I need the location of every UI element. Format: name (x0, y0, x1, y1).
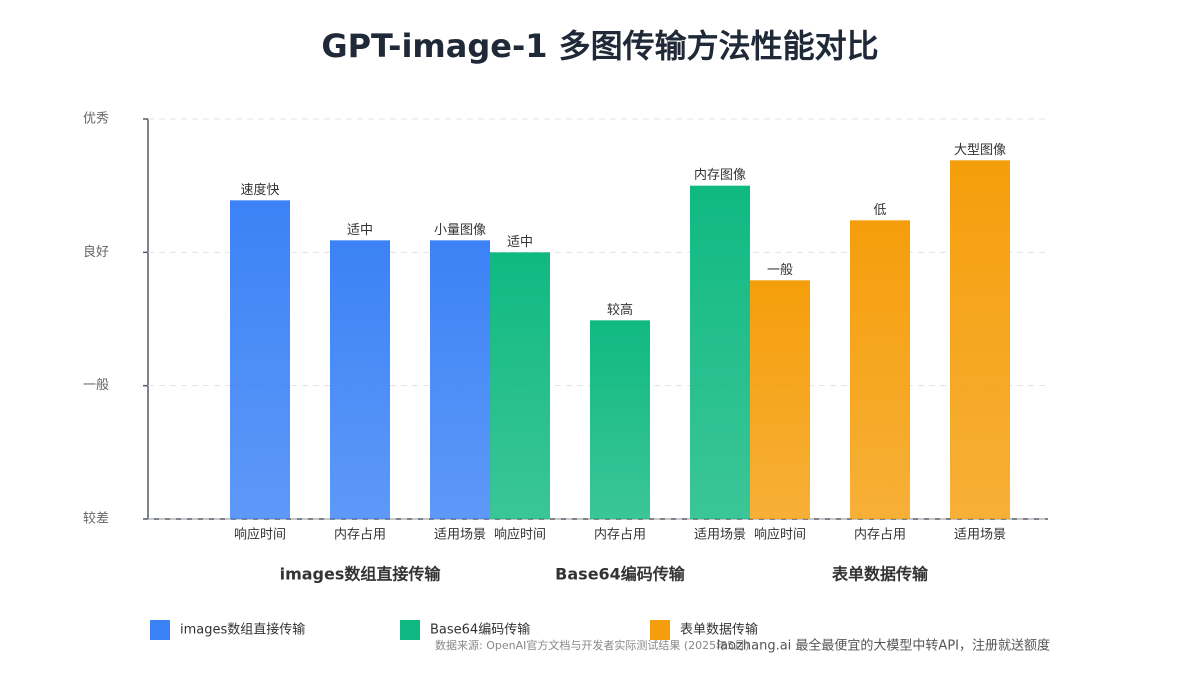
value-label: 大型图像 (954, 143, 1006, 158)
bar (950, 160, 1010, 520)
value-label: 内存图像 (694, 167, 746, 183)
x-tick-label: 响应时间 (494, 527, 546, 543)
x-tick-label: 内存占用 (854, 527, 906, 543)
watermark: laozhang.ai 最全最便宜的大模型中转API，注册就送额度 (717, 638, 1050, 654)
y-tick-label: 优秀 (83, 112, 109, 127)
value-label: 小量图像 (434, 223, 486, 238)
legend-swatch (150, 620, 170, 640)
y-tick-label: 一般 (83, 377, 109, 393)
y-tick-label: 较差 (83, 512, 109, 527)
y-tick-label: 良好 (83, 244, 109, 260)
value-label: 适中 (507, 235, 533, 250)
legend-swatch (400, 620, 420, 640)
value-label: 较高 (607, 302, 633, 318)
chart-title: GPT-image-1 多图传输方法性能对比 (321, 27, 878, 65)
bar (590, 320, 650, 519)
x-tick-label: 适用场景 (694, 528, 746, 543)
legend-label: images数组直接传输 (180, 622, 305, 638)
source-note: 数据来源: OpenAI官方文档与开发者实际测试结果 (2025年5月) (435, 638, 749, 652)
legend-swatch (650, 620, 670, 640)
bar (430, 240, 490, 520)
x-tick-label: 内存占用 (594, 527, 646, 543)
bar (330, 240, 390, 520)
value-label: 速度快 (240, 182, 279, 198)
group-label: images数组直接传输 (280, 565, 442, 584)
group-label: Base64编码传输 (555, 565, 686, 584)
group-label: 表单数据传输 (831, 565, 929, 584)
bar (230, 200, 290, 520)
x-tick-label: 内存占用 (334, 527, 386, 543)
bar (850, 220, 910, 520)
x-tick-label: 响应时间 (234, 527, 286, 543)
legend-label: 表单数据传输 (680, 622, 758, 638)
bar (750, 280, 810, 519)
legend-label: Base64编码传输 (430, 622, 530, 638)
value-label: 一般 (767, 262, 793, 278)
value-label: 低 (873, 203, 886, 218)
bar (490, 252, 550, 520)
x-tick-label: 适用场景 (434, 528, 486, 543)
value-label: 适中 (347, 223, 373, 238)
x-tick-label: 响应时间 (754, 527, 806, 543)
bar (690, 185, 750, 519)
x-tick-label: 适用场景 (954, 528, 1006, 543)
